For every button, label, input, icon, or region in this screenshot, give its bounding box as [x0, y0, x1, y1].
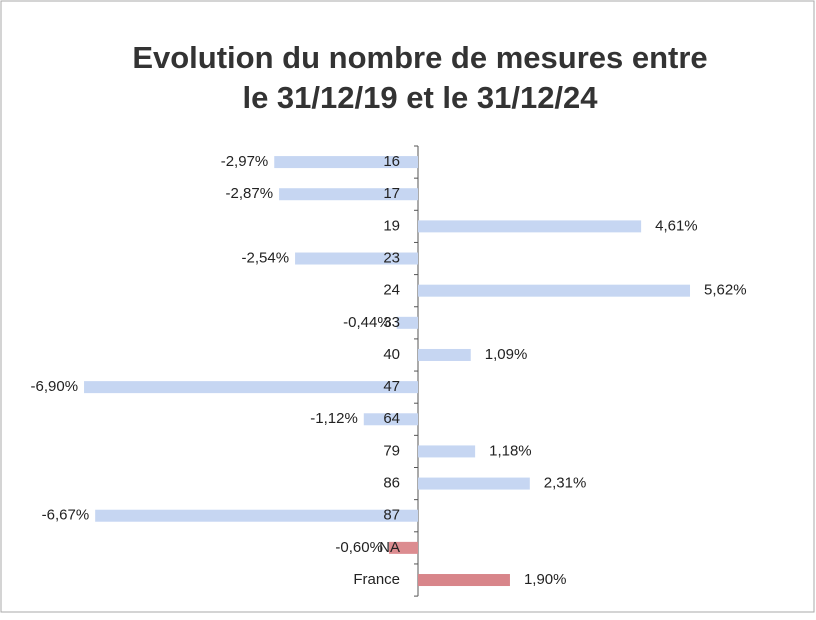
category-label: 64 — [383, 410, 400, 427]
bar — [418, 220, 642, 233]
value-label: 5,62% — [704, 282, 747, 299]
bar — [279, 188, 418, 201]
category-label: France — [353, 571, 400, 588]
value-label: -0,44% — [343, 314, 391, 331]
chart-title: Evolution du nombre de mesures entre — [132, 40, 707, 75]
bar — [295, 252, 418, 265]
category-label: 40 — [383, 346, 400, 363]
bar — [363, 413, 418, 426]
bar — [418, 445, 476, 458]
chart-title: le 31/12/19 et le 31/12/24 — [242, 80, 598, 115]
bar — [388, 541, 418, 554]
value-label: 1,09% — [485, 346, 528, 363]
category-label: 24 — [383, 282, 400, 299]
bar — [418, 477, 530, 490]
value-label: 1,18% — [489, 442, 532, 459]
bar — [274, 156, 418, 169]
bar — [396, 316, 418, 329]
value-label: -6,67% — [42, 507, 90, 524]
bar — [418, 348, 471, 361]
bar — [84, 381, 418, 394]
category-label: 23 — [383, 249, 400, 266]
category-label: 79 — [383, 442, 400, 459]
bar — [418, 574, 510, 587]
value-label: 4,61% — [655, 217, 698, 234]
category-label: 19 — [383, 217, 400, 234]
value-label: -2,87% — [226, 185, 274, 202]
category-label: 16 — [383, 153, 400, 170]
bar — [418, 284, 691, 297]
category-label: 86 — [383, 475, 400, 492]
value-label: -1,12% — [310, 410, 358, 427]
category-label: 33 — [383, 314, 400, 331]
value-label: -2,97% — [221, 153, 269, 170]
value-label: -0,60% — [335, 539, 383, 556]
category-label: 87 — [383, 507, 400, 524]
value-label: 1,90% — [524, 571, 567, 588]
value-label: -6,90% — [31, 378, 79, 395]
bar — [95, 509, 418, 522]
value-label: 2,31% — [544, 475, 587, 492]
category-label: 47 — [383, 378, 400, 395]
value-label: -2,54% — [242, 249, 290, 266]
category-label: 17 — [383, 185, 400, 202]
category-label: NA — [379, 539, 400, 556]
